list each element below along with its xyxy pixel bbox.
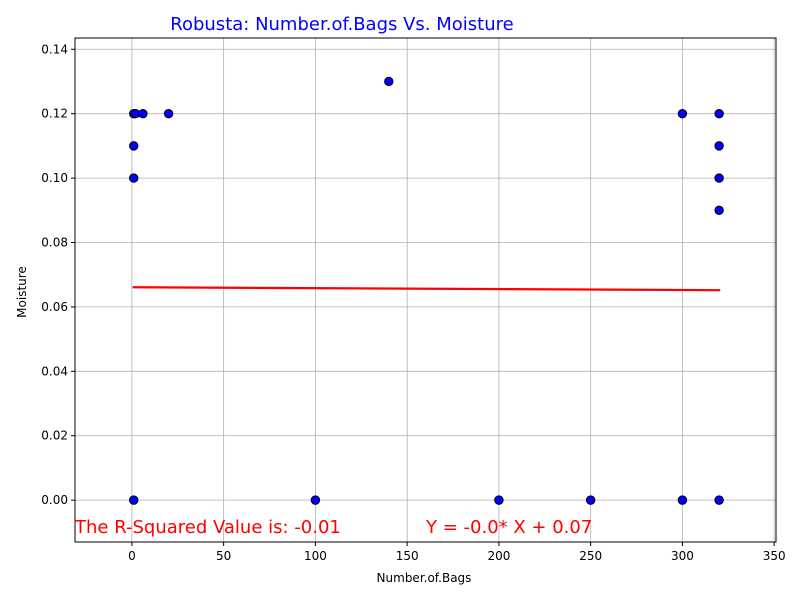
x-tick-label: 50	[216, 549, 231, 563]
y-axis-label: Moisture	[15, 266, 29, 318]
y-tick-label: 0.14	[41, 42, 68, 56]
data-point	[310, 495, 321, 505]
x-tick-label: 200	[487, 549, 510, 563]
data-point	[384, 76, 394, 87]
y-tick-label: 0.06	[41, 300, 68, 314]
regression-equation-annotation: Y = -0.0* X + 0.07	[425, 517, 592, 538]
r-squared-annotation: The R-Squared Value is: -0.01	[74, 517, 341, 538]
chart-title: Robusta: Number.of.Bags Vs. Moisture	[170, 14, 513, 35]
x-tick-label: 0	[128, 549, 136, 563]
data-point	[714, 141, 724, 151]
x-axis-label: Number.of.Bags	[377, 571, 472, 585]
y-tick-label: 0.00	[41, 493, 68, 507]
data-point	[494, 495, 504, 505]
y-tick-label: 0.10	[41, 171, 68, 185]
y-tick-label: 0.12	[41, 107, 68, 121]
data-point	[714, 108, 724, 119]
data-point	[714, 173, 724, 183]
data-point	[138, 108, 148, 119]
data-point	[677, 108, 688, 119]
plot-area-frame	[74, 37, 777, 543]
x-tick-label: 300	[671, 549, 694, 563]
data-point	[163, 108, 174, 119]
x-tick-label: 250	[579, 549, 602, 563]
y-tick-label: 0.08	[41, 235, 68, 249]
y-axis-ticks: 0.00 0.02 0.04 0.06 0.08 0.10 0.12 0.14	[41, 42, 75, 507]
data-point	[585, 495, 596, 505]
y-tick-label: 0.02	[41, 429, 68, 443]
regression-line-layer	[132, 286, 721, 292]
data-point	[714, 495, 724, 505]
data-point	[677, 495, 688, 505]
data-point	[129, 141, 139, 151]
regression-line	[132, 286, 721, 292]
x-axis-ticks: 0 50 100 150 200 250 300 350	[128, 542, 786, 563]
data-points	[129, 76, 724, 505]
x-tick-label: 150	[396, 549, 419, 563]
x-tick-label: 100	[304, 549, 327, 563]
data-point	[129, 173, 139, 183]
x-tick-label: 350	[763, 549, 786, 563]
data-point	[129, 495, 139, 505]
y-tick-label: 0.04	[41, 364, 68, 378]
data-point	[714, 205, 724, 215]
